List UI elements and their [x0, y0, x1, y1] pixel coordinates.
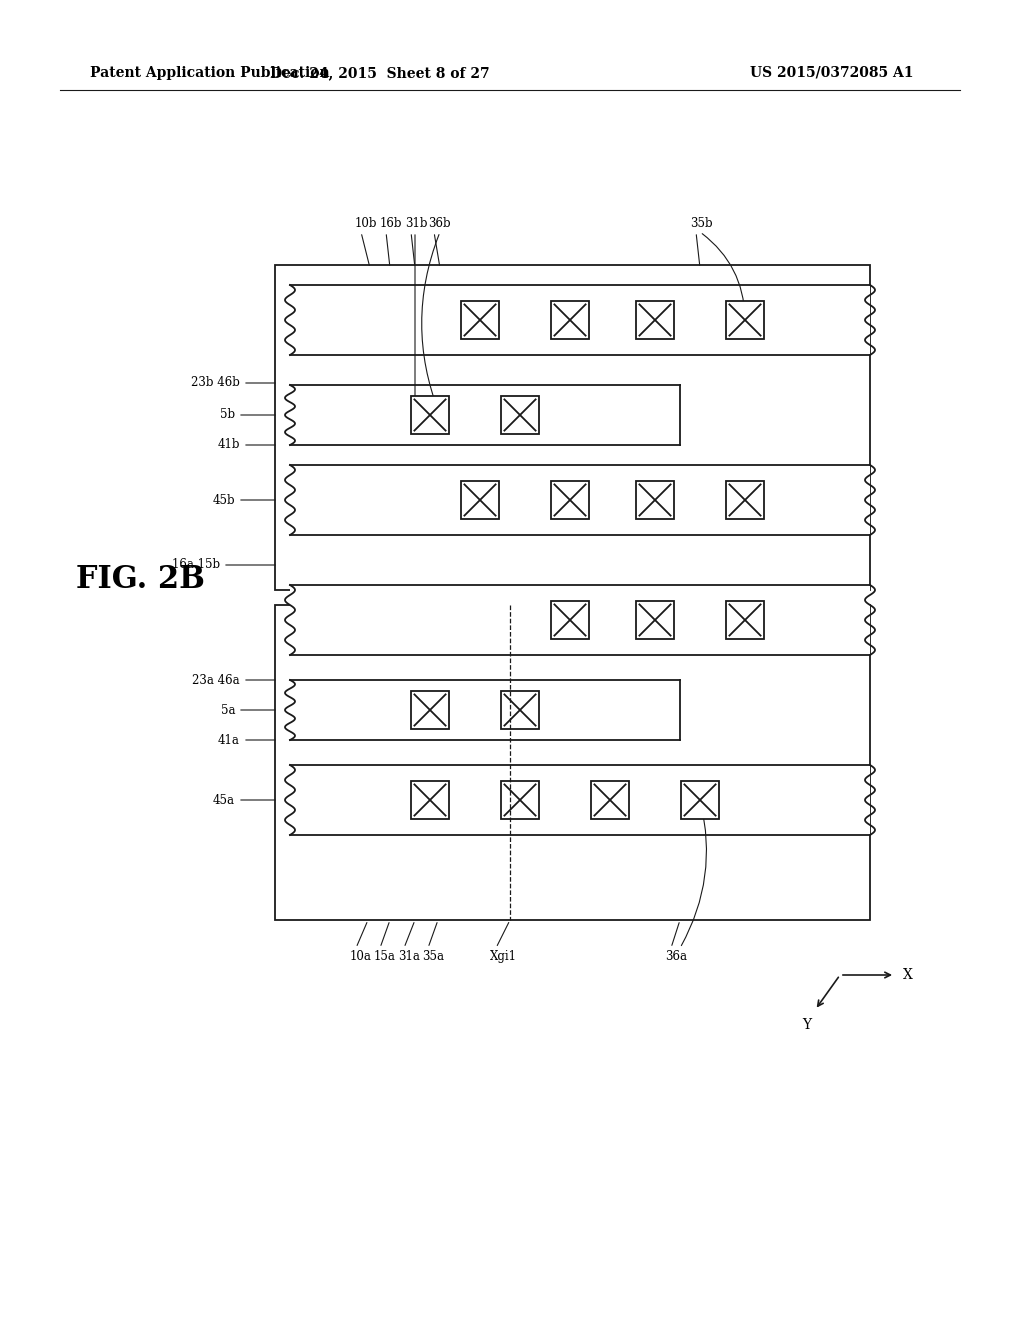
Text: 31a: 31a: [398, 950, 420, 964]
Text: 41a: 41a: [218, 734, 240, 747]
Text: 15a: 15a: [374, 950, 396, 964]
Bar: [411, 781, 449, 818]
Bar: [726, 301, 764, 339]
Text: 10a: 10a: [350, 950, 372, 964]
Text: 36a: 36a: [665, 950, 687, 964]
Text: 35a: 35a: [422, 950, 444, 964]
Bar: [290, 385, 680, 445]
Text: 41b: 41b: [217, 438, 240, 451]
Text: X: X: [903, 968, 912, 982]
Text: Xgi1: Xgi1: [490, 950, 517, 964]
Text: 16b: 16b: [380, 216, 402, 230]
Bar: [501, 690, 539, 729]
Text: 45a: 45a: [213, 793, 234, 807]
Text: 45b: 45b: [212, 494, 234, 507]
Bar: [636, 301, 674, 339]
Bar: [290, 766, 870, 836]
Bar: [461, 301, 499, 339]
Text: 10b: 10b: [355, 216, 378, 230]
Bar: [726, 480, 764, 519]
Bar: [411, 690, 449, 729]
Bar: [501, 396, 539, 434]
Bar: [551, 480, 589, 519]
Text: 36b: 36b: [428, 216, 451, 230]
Text: 5a: 5a: [220, 704, 234, 717]
Text: US 2015/0372085 A1: US 2015/0372085 A1: [750, 66, 913, 81]
Bar: [461, 480, 499, 519]
Text: Dec. 24, 2015  Sheet 8 of 27: Dec. 24, 2015 Sheet 8 of 27: [270, 66, 489, 81]
Bar: [636, 601, 674, 639]
Text: 35b: 35b: [690, 216, 713, 230]
Text: 23b 46b: 23b 46b: [191, 376, 240, 389]
Bar: [681, 781, 719, 818]
Bar: [726, 601, 764, 639]
Bar: [275, 265, 870, 590]
Bar: [501, 781, 539, 818]
Bar: [275, 605, 870, 920]
Bar: [551, 301, 589, 339]
Text: Patent Application Publication: Patent Application Publication: [90, 66, 330, 81]
Bar: [290, 465, 870, 535]
Bar: [551, 601, 589, 639]
Text: 31b: 31b: [406, 216, 427, 230]
Bar: [636, 480, 674, 519]
Text: 5b: 5b: [220, 408, 234, 421]
Bar: [411, 396, 449, 434]
Bar: [290, 285, 870, 355]
Bar: [290, 680, 680, 741]
Text: FIG. 2B: FIG. 2B: [76, 565, 205, 595]
Text: 16a 15b: 16a 15b: [172, 558, 220, 572]
Bar: [290, 585, 870, 655]
Text: Y: Y: [803, 1018, 812, 1032]
Text: 23a 46a: 23a 46a: [193, 673, 240, 686]
Bar: [591, 781, 629, 818]
